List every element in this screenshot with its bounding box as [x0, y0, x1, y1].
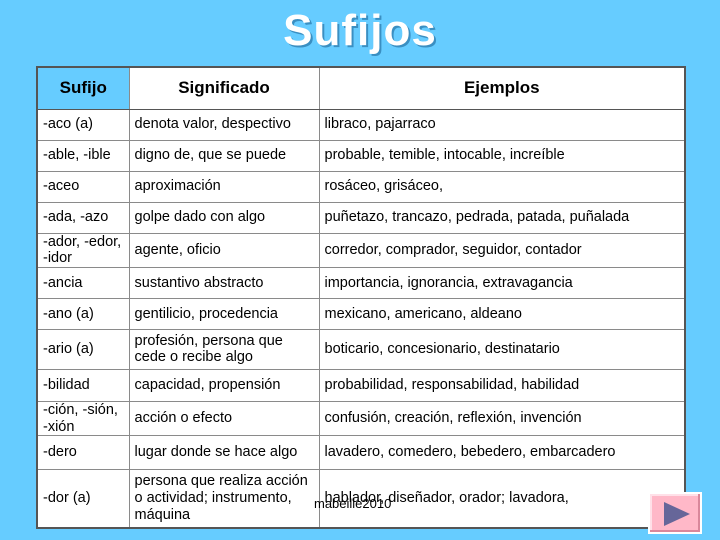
- cell-significado: digno de, que se puede: [128, 139, 320, 172]
- cell-sufijo: -ada, -azo: [36, 201, 130, 234]
- table-row: -dor (a) persona que realiza acción o ac…: [36, 469, 686, 529]
- cell-sufijo: -ano (a): [36, 297, 130, 330]
- table-row: -ción, -sión, -xión acción o efecto conf…: [36, 400, 686, 437]
- cell-ejemplos: corredor, comprador, seguidor, contador: [318, 232, 686, 268]
- cell-sufijo: -ario (a): [36, 328, 130, 370]
- table-row: -ario (a) profesión, persona que cede o …: [36, 328, 686, 370]
- cell-significado: acción o efecto: [128, 400, 320, 437]
- next-arrow-icon: [664, 502, 690, 526]
- cell-ejemplos: hablador, diseñador, orador; lavadora,: [318, 469, 686, 529]
- cell-significado: golpe dado con algo: [128, 201, 320, 234]
- suffix-table: Sufijo Significado Ejemplos -aco (a) den…: [36, 66, 686, 529]
- cell-significado: aproximación: [128, 170, 320, 203]
- table-row: -bilidad capacidad, propensión probabili…: [36, 368, 686, 402]
- page-title: Sufijos: [283, 6, 437, 55]
- cell-significado: gentilicio, procedencia: [128, 297, 320, 330]
- cell-sufijo: -ador, -edor, -idor: [36, 232, 130, 268]
- cell-sufijo: -dero: [36, 435, 130, 471]
- cell-ejemplos: boticario, concesionario, destinatario: [318, 328, 686, 370]
- cell-significado: agente, oficio: [128, 232, 320, 268]
- next-slide-button[interactable]: [648, 492, 702, 534]
- cell-ejemplos: mexicano, americano, aldeano: [318, 297, 686, 330]
- cell-significado: persona que realiza acción o actividad; …: [128, 469, 320, 529]
- table-row: -aceo aproximación rosáceo, grisáceo,: [36, 170, 686, 203]
- table-row: -aco (a) denota valor, despectivo librac…: [36, 108, 686, 141]
- author-credit: mabeille2010: [314, 496, 392, 511]
- cell-ejemplos: probable, temible, intocable, increíble: [318, 139, 686, 172]
- table-row: -ancia sustantivo abstracto importancia,…: [36, 266, 686, 299]
- cell-sufijo: -ancia: [36, 266, 130, 299]
- cell-significado: sustantivo abstracto: [128, 266, 320, 299]
- cell-ejemplos: confusión, creación, reflexión, invenció…: [318, 400, 686, 437]
- table-row: -able, -ible digno de, que se puede prob…: [36, 139, 686, 172]
- cell-ejemplos: rosáceo, grisáceo,: [318, 170, 686, 203]
- cell-sufijo: -aceo: [36, 170, 130, 203]
- header-significado: Significado: [128, 66, 320, 110]
- header-ejemplos: Ejemplos: [318, 66, 686, 110]
- header-sufijo: Sufijo: [36, 66, 130, 110]
- table-row: -dero lugar donde se hace algo lavadero,…: [36, 435, 686, 471]
- table-row: -ada, -azo golpe dado con algo puñetazo,…: [36, 201, 686, 234]
- cell-significado: denota valor, despectivo: [128, 108, 320, 141]
- cell-sufijo: -ción, -sión, -xión: [36, 400, 130, 437]
- cell-ejemplos: puñetazo, trancazo, pedrada, patada, puñ…: [318, 201, 686, 234]
- cell-significado: profesión, persona que cede o recibe alg…: [128, 328, 320, 370]
- cell-ejemplos: libraco, pajarraco: [318, 108, 686, 141]
- cell-sufijo: -able, -ible: [36, 139, 130, 172]
- cell-ejemplos: lavadero, comedero, bebedero, embarcader…: [318, 435, 686, 471]
- cell-sufijo: -dor (a): [36, 469, 130, 529]
- table-row: -ano (a) gentilicio, procedencia mexican…: [36, 297, 686, 330]
- cell-ejemplos: probabilidad, responsabilidad, habilidad: [318, 368, 686, 402]
- cell-sufijo: -aco (a): [36, 108, 130, 141]
- table-row: -ador, -edor, -idor agente, oficio corre…: [36, 232, 686, 268]
- table-header-row: Sufijo Significado Ejemplos: [36, 66, 686, 110]
- cell-significado: lugar donde se hace algo: [128, 435, 320, 471]
- cell-ejemplos: importancia, ignorancia, extravagancia: [318, 266, 686, 299]
- cell-sufijo: -bilidad: [36, 368, 130, 402]
- cell-significado: capacidad, propensión: [128, 368, 320, 402]
